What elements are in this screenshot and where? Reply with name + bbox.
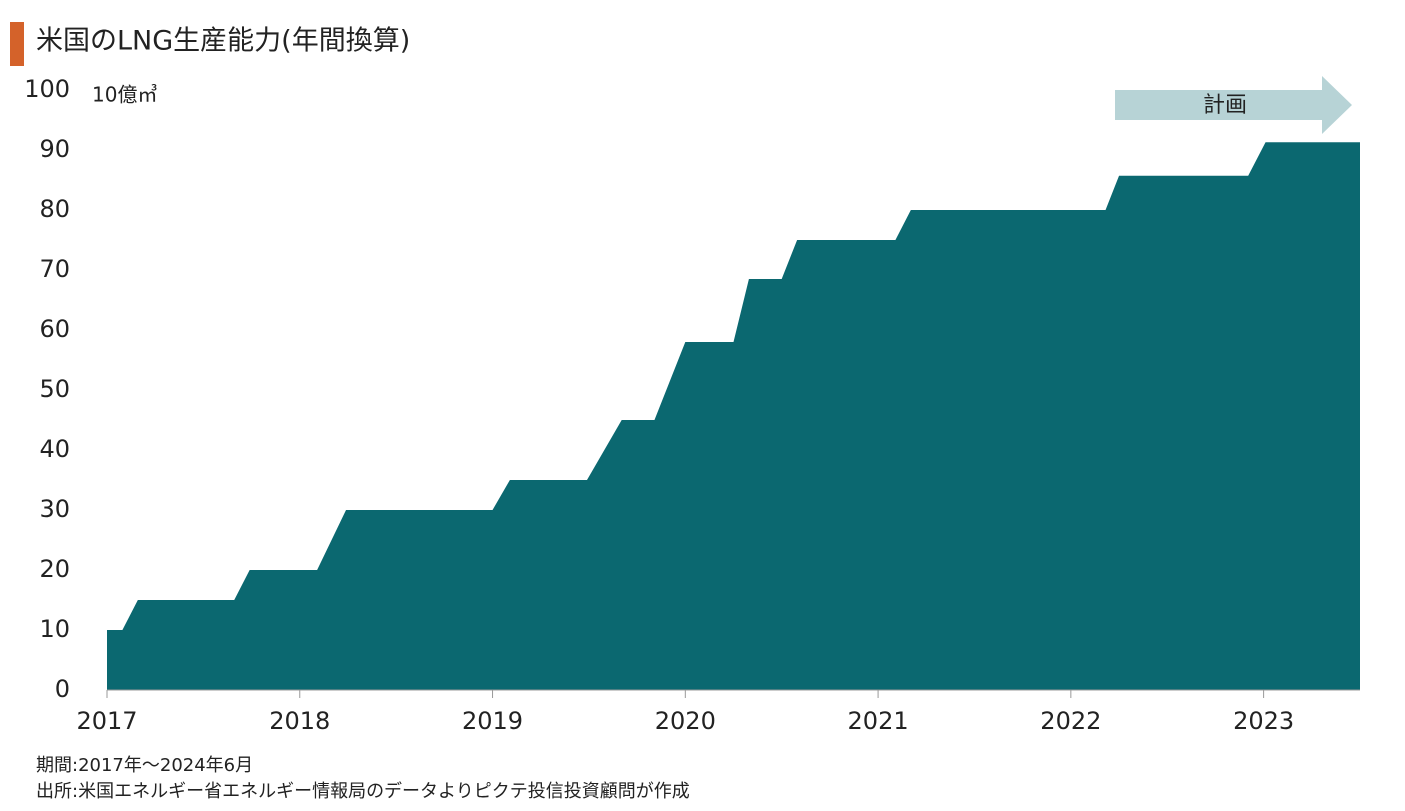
- y-tick-label: 10: [39, 615, 70, 643]
- annotation: 計画: [1203, 93, 1247, 118]
- x-tick-label: 2021: [848, 707, 909, 735]
- y-tick-label: 90: [39, 135, 70, 163]
- y-tick-label: 40: [39, 435, 70, 463]
- chart-title: 米国のLNG生産能力(年間換算): [36, 26, 410, 57]
- x-tick-label: 2017: [76, 707, 137, 735]
- plan-arrow: [1115, 76, 1352, 134]
- note: 期間:2017年～2024年6月: [36, 755, 253, 776]
- y-tick-label: 80: [39, 195, 70, 223]
- x-tick-label: 2018: [269, 707, 330, 735]
- y-unit: 10億㎥: [92, 83, 157, 107]
- y-tick-label: 20: [39, 555, 70, 583]
- y-tick-label: 60: [39, 315, 70, 343]
- y-tick-label: 50: [39, 375, 70, 403]
- y-tick-label: 30: [39, 495, 70, 523]
- y-tick-label: 100: [24, 75, 70, 103]
- x-tick-label: 2020: [655, 707, 716, 735]
- x-tick-label: 2022: [1040, 707, 1101, 735]
- title-marker: [10, 22, 24, 66]
- y-tick-label: 0: [55, 675, 70, 703]
- x-tick-label: 2019: [462, 707, 523, 735]
- area: [107, 142, 1360, 690]
- x-tick-label: 2023: [1233, 707, 1294, 735]
- y-tick-label: 70: [39, 255, 70, 283]
- note: 出所:米国エネルギー省エネルギー情報局のデータよりピクテ投信投資顧問が作成: [36, 781, 690, 802]
